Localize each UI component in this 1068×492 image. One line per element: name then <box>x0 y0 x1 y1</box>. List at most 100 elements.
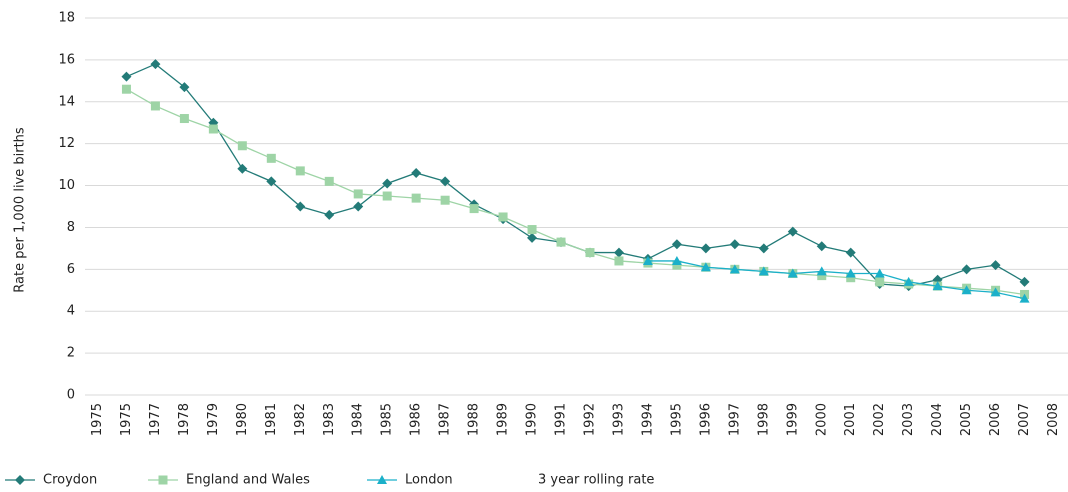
x-tick-label: 1986 <box>409 403 424 436</box>
marker <box>875 277 885 287</box>
legend-label: England and Wales <box>186 473 310 488</box>
x-tick-label: 1975 <box>90 403 105 436</box>
x-tick-label: 2005 <box>959 403 974 436</box>
x-tick-label: 2002 <box>872 403 887 436</box>
marker <box>382 191 392 201</box>
marker <box>377 475 387 484</box>
x-tick-label: 2007 <box>1017 403 1032 436</box>
marker <box>817 271 827 281</box>
y-tick-label: 12 <box>58 136 75 151</box>
y-tick-label: 2 <box>67 346 75 361</box>
marker <box>1019 293 1030 303</box>
x-tick-label: 1995 <box>669 403 684 436</box>
x-tick-label: 1992 <box>582 403 597 436</box>
x-tick-label: 1978 <box>177 403 192 436</box>
marker <box>411 193 421 203</box>
marker <box>961 264 972 275</box>
y-tick-label: 6 <box>67 262 75 277</box>
marker <box>266 153 276 163</box>
y-tick-label: 0 <box>67 388 75 403</box>
marker <box>845 268 856 278</box>
y-tick-label: 14 <box>58 94 75 109</box>
marker <box>816 241 827 252</box>
marker <box>816 266 827 276</box>
marker <box>700 243 711 254</box>
marker <box>787 226 798 237</box>
marker <box>353 201 364 212</box>
x-tick-label: 1975 <box>119 403 134 436</box>
x-tick-label: 2004 <box>930 403 945 436</box>
x-tick-label: 1996 <box>698 403 713 436</box>
marker <box>787 268 798 278</box>
x-tick-label: 1997 <box>727 403 742 436</box>
marker <box>527 232 538 243</box>
y-tick-label: 10 <box>58 178 75 193</box>
y-axis-label: Rate per 1,000 live births <box>13 127 28 293</box>
marker <box>295 201 306 212</box>
x-tick-label: 1988 <box>467 403 482 436</box>
marker <box>324 209 335 220</box>
marker <box>990 287 1001 297</box>
marker <box>208 124 218 134</box>
y-tick-label: 8 <box>67 220 75 235</box>
marker <box>324 176 334 186</box>
x-tick-label: 1981 <box>264 403 279 436</box>
marker <box>353 189 363 199</box>
marker <box>672 260 682 270</box>
marker <box>932 281 943 291</box>
marker <box>15 475 25 485</box>
x-tick-label: 1993 <box>611 403 626 436</box>
x-tick-label: 1982 <box>293 403 308 436</box>
marker <box>671 255 682 265</box>
x-tick-label: 2006 <box>988 403 1003 436</box>
series-line <box>126 88 1025 296</box>
legend-label: Croydon <box>43 473 97 488</box>
marker <box>642 255 653 265</box>
x-tick-label: 1991 <box>554 403 569 436</box>
y-tick-label: 18 <box>58 11 75 26</box>
marker <box>556 237 566 247</box>
marker <box>295 166 305 176</box>
marker <box>469 204 479 214</box>
marker <box>961 285 972 295</box>
marker <box>150 59 161 70</box>
marker <box>585 248 595 258</box>
marker <box>179 82 190 93</box>
marker <box>729 264 740 274</box>
series-line <box>647 260 1025 300</box>
legend-label: London <box>405 473 453 488</box>
x-tick-label: 1983 <box>322 403 337 436</box>
x-tick-label: 1998 <box>756 403 771 436</box>
marker <box>729 239 740 250</box>
marker <box>527 225 537 235</box>
marker <box>150 101 160 111</box>
marker <box>411 167 422 178</box>
marker <box>382 178 393 189</box>
x-tick-label: 1985 <box>380 403 395 436</box>
x-tick-label: 1990 <box>525 403 540 436</box>
marker <box>613 247 624 258</box>
marker <box>758 243 769 254</box>
y-tick-label: 16 <box>58 52 75 67</box>
x-tick-label: 1994 <box>640 403 655 436</box>
x-tick-label: 1979 <box>206 403 221 436</box>
marker <box>614 256 624 266</box>
marker <box>237 163 248 174</box>
x-tick-label: 1980 <box>235 403 250 436</box>
marker <box>1019 276 1030 287</box>
marker <box>440 195 450 205</box>
marker <box>671 239 682 250</box>
x-tick-label: 2003 <box>901 403 916 436</box>
series-line <box>126 63 1025 287</box>
marker <box>846 273 856 283</box>
y-tick-label: 4 <box>67 304 75 319</box>
marker <box>845 247 856 258</box>
x-tick-label: 2001 <box>843 403 858 436</box>
x-tick-label: 2000 <box>814 403 829 436</box>
marker <box>903 276 914 286</box>
marker <box>121 84 131 94</box>
marker <box>440 176 451 187</box>
marker <box>498 212 508 222</box>
